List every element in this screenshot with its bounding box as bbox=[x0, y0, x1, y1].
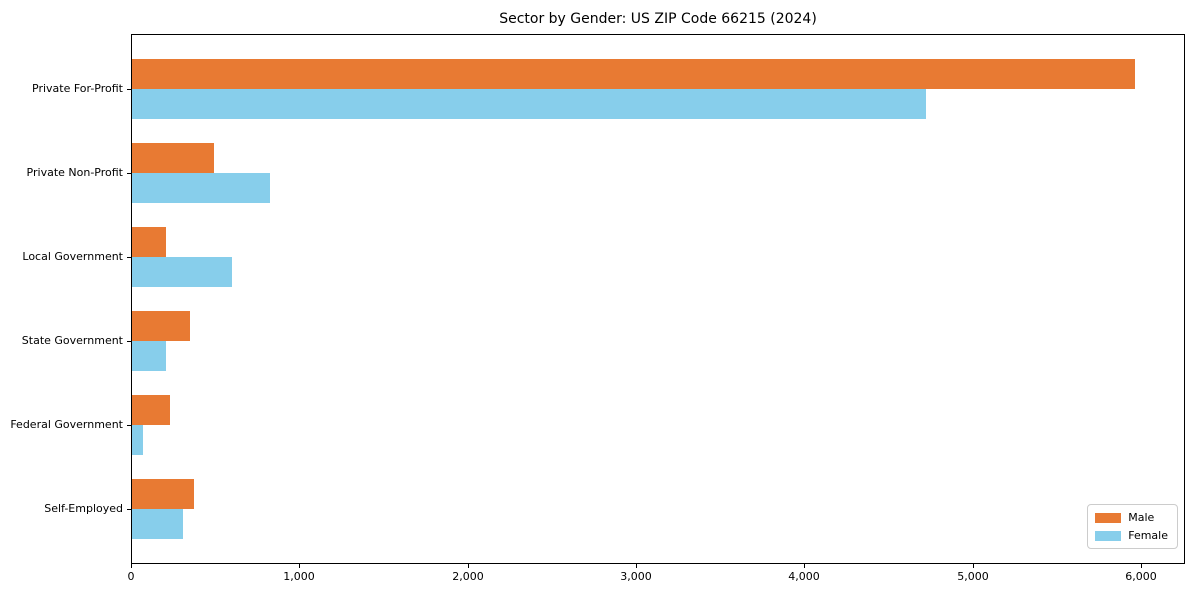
x-tick-mark bbox=[636, 564, 637, 568]
legend: Male Female bbox=[1087, 504, 1178, 549]
y-axis-label-federal-government: Federal Government bbox=[10, 418, 123, 431]
bar-female-self-employed bbox=[132, 509, 183, 539]
legend-item-male: Male bbox=[1095, 511, 1168, 524]
x-axis-tick-label: 1,000 bbox=[283, 570, 315, 583]
legend-label-female: Female bbox=[1128, 529, 1168, 542]
y-tick-mark bbox=[127, 89, 131, 90]
legend-label-male: Male bbox=[1128, 511, 1155, 524]
y-tick-mark bbox=[127, 257, 131, 258]
bar-male-state-government bbox=[132, 311, 190, 341]
bar-male-local-government bbox=[132, 227, 166, 257]
bar-female-state-government bbox=[132, 341, 166, 371]
y-axis-label-private-for-profit: Private For-Profit bbox=[32, 82, 123, 95]
bar-male-federal-government bbox=[132, 395, 170, 425]
y-tick-mark bbox=[127, 341, 131, 342]
y-axis-label-state-government: State Government bbox=[21, 334, 123, 347]
bar-female-federal-government bbox=[132, 425, 143, 455]
x-axis-tick-label: 4,000 bbox=[788, 570, 820, 583]
plot-area: Male Female bbox=[131, 34, 1185, 564]
y-tick-mark bbox=[127, 173, 131, 174]
bar-female-private-non-profit bbox=[132, 173, 270, 203]
x-tick-mark bbox=[299, 564, 300, 568]
legend-swatch-male bbox=[1095, 512, 1122, 523]
y-axis-label-private-non-profit: Private Non-Profit bbox=[26, 166, 123, 179]
x-axis-tick-label: 0 bbox=[127, 570, 135, 583]
y-tick-mark bbox=[127, 509, 131, 510]
y-axis-label-self-employed: Self-Employed bbox=[44, 502, 123, 515]
bar-female-private-for-profit bbox=[132, 89, 926, 119]
bar-male-private-non-profit bbox=[132, 143, 214, 173]
bar-male-private-for-profit bbox=[132, 59, 1135, 89]
x-axis-tick-label: 6,000 bbox=[1125, 570, 1157, 583]
y-tick-mark bbox=[127, 425, 131, 426]
x-tick-mark bbox=[973, 564, 974, 568]
x-axis-tick-label: 3,000 bbox=[620, 570, 652, 583]
legend-swatch-female bbox=[1095, 530, 1122, 541]
x-tick-mark bbox=[468, 564, 469, 568]
bar-female-local-government bbox=[132, 257, 232, 287]
y-axis-label-local-government: Local Government bbox=[22, 250, 123, 263]
x-axis-tick-label: 2,000 bbox=[452, 570, 484, 583]
x-axis-tick-label: 5,000 bbox=[957, 570, 989, 583]
x-tick-mark bbox=[804, 564, 805, 568]
bar-male-self-employed bbox=[132, 479, 194, 509]
x-tick-mark bbox=[1141, 564, 1142, 568]
legend-item-female: Female bbox=[1095, 529, 1168, 542]
x-tick-mark bbox=[131, 564, 132, 568]
chart-title: Sector by Gender: US ZIP Code 66215 (202… bbox=[499, 11, 817, 27]
